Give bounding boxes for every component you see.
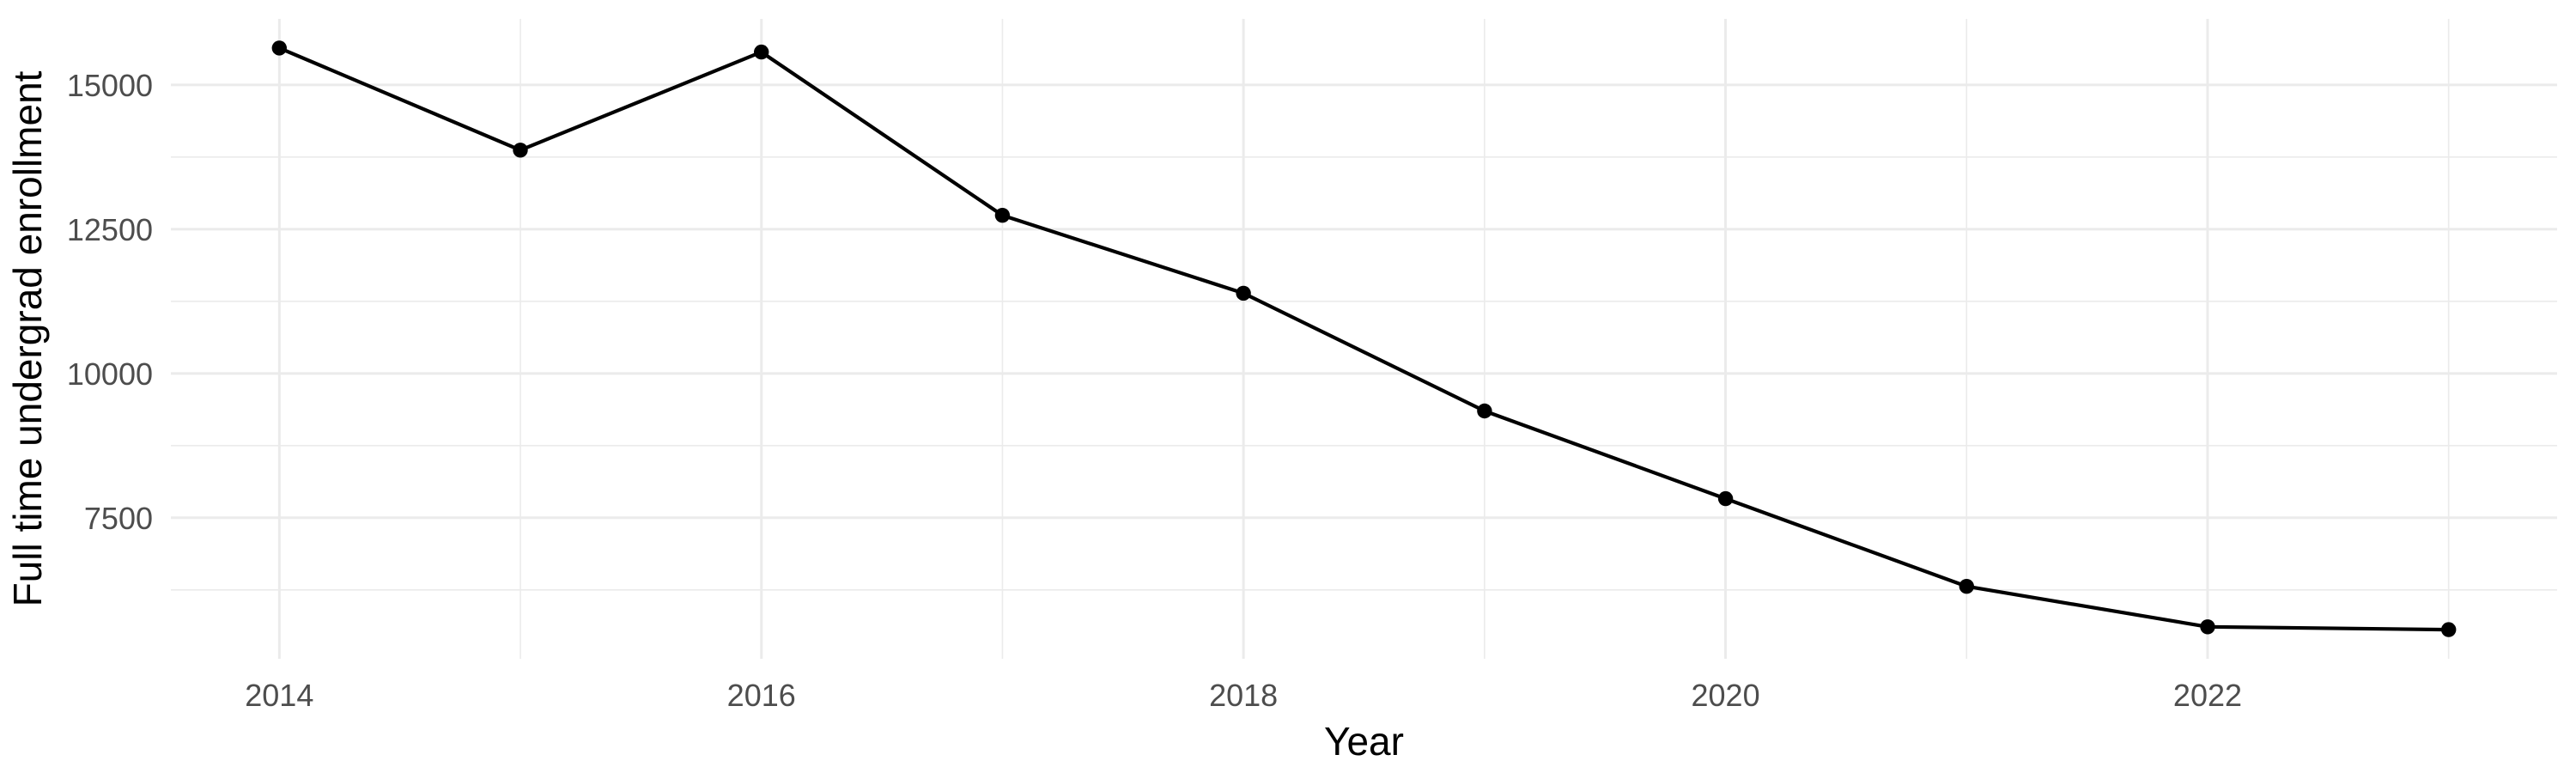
data-point-2015 — [513, 143, 528, 158]
x-tick-label-2020: 2020 — [1692, 678, 1760, 713]
data-point-2022 — [2200, 619, 2215, 635]
data-point-2017 — [994, 208, 1011, 223]
x-tick-label-2022: 2022 — [2173, 678, 2242, 713]
data-point-2021 — [1959, 579, 1974, 594]
data-point-2016 — [754, 44, 769, 60]
data-point-2014 — [271, 40, 287, 56]
major-gridlines — [171, 19, 2557, 659]
y-tick-label-10000: 10000 — [67, 356, 153, 392]
x-tick-label-2018: 2018 — [1209, 678, 1278, 713]
y-axis-title: Full time undergrad enrollment — [5, 70, 50, 606]
y-tick-label-12500: 12500 — [67, 212, 153, 247]
data-points — [271, 40, 2457, 637]
data-point-2018 — [1236, 285, 1251, 301]
data-point-2023 — [2441, 622, 2457, 637]
y-axis-tick-labels: 7500 10000 12500 15000 — [67, 68, 153, 536]
data-point-2019 — [1477, 403, 1492, 419]
data-point-2020 — [1717, 490, 1734, 507]
y-tick-label-7500: 7500 — [84, 501, 153, 536]
x-axis-tick-labels: 2014 2016 2018 2020 2022 — [245, 678, 2242, 713]
series-line — [278, 46, 2449, 632]
x-tick-label-2016: 2016 — [727, 678, 796, 713]
y-tick-label-15000: 15000 — [67, 68, 153, 103]
x-tick-label-2014: 2014 — [245, 678, 313, 713]
x-axis-title: Year — [1324, 719, 1404, 764]
minor-gridlines — [171, 19, 2557, 659]
